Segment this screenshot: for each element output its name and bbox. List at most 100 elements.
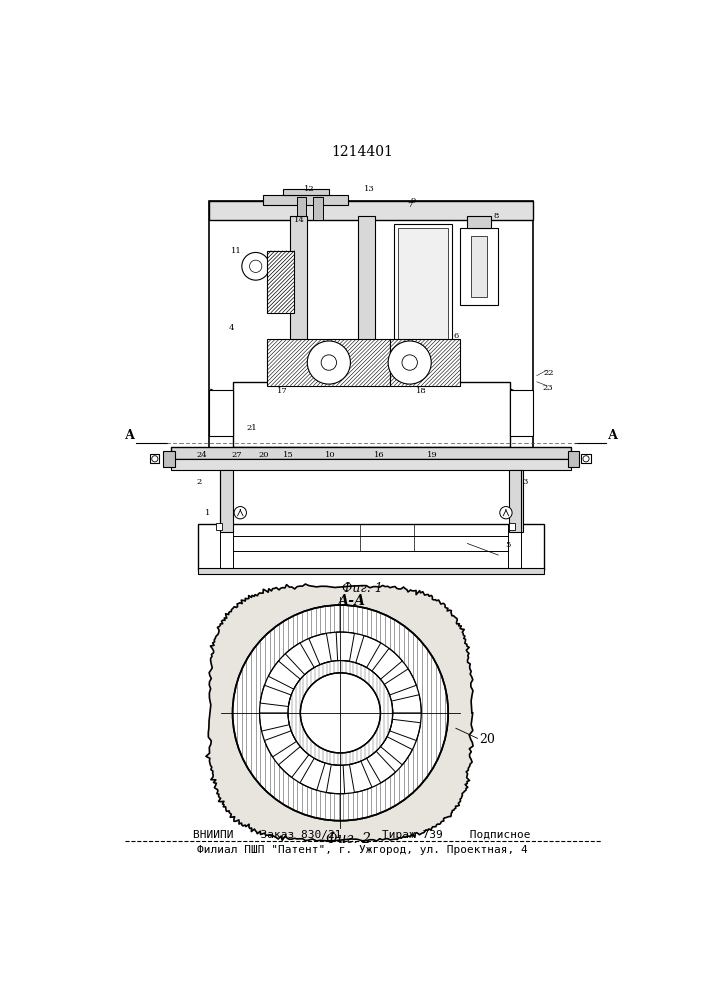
Text: 2: 2 [197, 478, 202, 486]
Circle shape [583, 456, 589, 462]
Bar [209, 201, 533, 220]
Text: А: А [124, 429, 135, 442]
Bar [329, 339, 390, 386]
Text: 8: 8 [493, 212, 498, 220]
Text: А: А [607, 429, 618, 442]
Bar [264, 195, 348, 205]
Wedge shape [264, 731, 296, 757]
Text: 22: 22 [543, 369, 554, 377]
Text: 20: 20 [479, 733, 495, 746]
Text: А-А: А-А [338, 594, 366, 608]
Circle shape [388, 341, 431, 384]
Wedge shape [366, 751, 395, 783]
Bar [219, 470, 233, 532]
Wedge shape [390, 719, 421, 741]
Wedge shape [285, 643, 314, 675]
Wedge shape [356, 636, 381, 668]
Wedge shape [309, 633, 332, 665]
Text: 3: 3 [522, 478, 528, 486]
Bar [355, 349, 378, 359]
Bar [358, 216, 375, 351]
Circle shape [308, 341, 351, 384]
Text: 14: 14 [294, 216, 305, 224]
Wedge shape [260, 685, 291, 707]
Text: 13: 13 [363, 185, 374, 193]
Wedge shape [336, 632, 354, 661]
Circle shape [233, 605, 448, 821]
Bar [510, 389, 533, 436]
Circle shape [242, 252, 269, 280]
Bar [209, 389, 233, 436]
Polygon shape [206, 584, 473, 841]
Text: 10: 10 [325, 451, 336, 459]
Bar [509, 523, 515, 530]
Text: 5: 5 [505, 541, 510, 549]
Text: 23: 23 [543, 384, 554, 392]
Bar [198, 568, 544, 574]
Bar [267, 339, 390, 386]
Text: Фиг. 1: Фиг. 1 [341, 582, 382, 595]
Text: 27: 27 [231, 451, 242, 459]
Circle shape [321, 355, 337, 370]
Text: ВНИИПИ    Заказ 830/21      Тираж 739    Подписное: ВНИИПИ Заказ 830/21 Тираж 739 Подписное [193, 830, 531, 840]
Text: 1214401: 1214401 [331, 145, 393, 159]
Bar [313, 197, 322, 220]
Bar [395, 224, 452, 351]
Bar [291, 216, 308, 351]
Bar [460, 228, 498, 305]
Text: 1: 1 [204, 509, 210, 517]
Text: 11: 11 [231, 247, 242, 255]
Circle shape [152, 456, 158, 462]
Bar [171, 459, 571, 470]
Text: 21: 21 [247, 424, 257, 432]
Bar [150, 454, 160, 463]
Text: Филиал ПШП "Патент", г. Ужгород, ул. Проектная, 4: Филиал ПШП "Патент", г. Ужгород, ул. Про… [197, 845, 527, 855]
Bar [267, 339, 329, 386]
Bar [287, 349, 310, 359]
Bar [509, 470, 523, 532]
Wedge shape [392, 695, 421, 713]
Text: 19: 19 [428, 451, 438, 459]
Bar [390, 339, 460, 386]
Text: 7: 7 [407, 201, 412, 209]
Bar [390, 339, 421, 386]
Bar [581, 454, 590, 463]
Wedge shape [269, 661, 300, 689]
Text: 24: 24 [197, 451, 207, 459]
Text: 15: 15 [284, 451, 294, 459]
Bar [216, 523, 222, 530]
Wedge shape [300, 758, 325, 790]
Bar [198, 524, 544, 570]
Circle shape [300, 673, 380, 753]
Bar [283, 189, 329, 195]
Text: 18: 18 [416, 387, 426, 395]
Bar [472, 235, 486, 297]
Bar [568, 451, 579, 466]
Bar [163, 451, 175, 466]
Text: Фиг. 2: Фиг. 2 [326, 832, 370, 846]
Wedge shape [279, 747, 309, 777]
Circle shape [234, 507, 247, 519]
Text: 16: 16 [373, 451, 384, 459]
Wedge shape [385, 669, 416, 695]
Wedge shape [372, 648, 402, 679]
Text: 20: 20 [258, 451, 269, 459]
Bar [267, 251, 294, 312]
Text: 17: 17 [277, 387, 288, 395]
Bar [398, 228, 448, 347]
Bar [296, 197, 305, 220]
Circle shape [250, 260, 262, 272]
Text: 6: 6 [453, 332, 459, 340]
Bar [421, 339, 460, 386]
Circle shape [402, 355, 417, 370]
Bar [209, 201, 533, 455]
Text: 4: 4 [228, 324, 234, 332]
Bar [233, 382, 510, 447]
Bar [171, 447, 571, 459]
Wedge shape [349, 761, 372, 793]
Wedge shape [259, 713, 289, 731]
Wedge shape [380, 737, 412, 765]
Bar [467, 216, 491, 228]
Text: 9: 9 [411, 197, 416, 205]
Text: 12: 12 [304, 185, 315, 193]
